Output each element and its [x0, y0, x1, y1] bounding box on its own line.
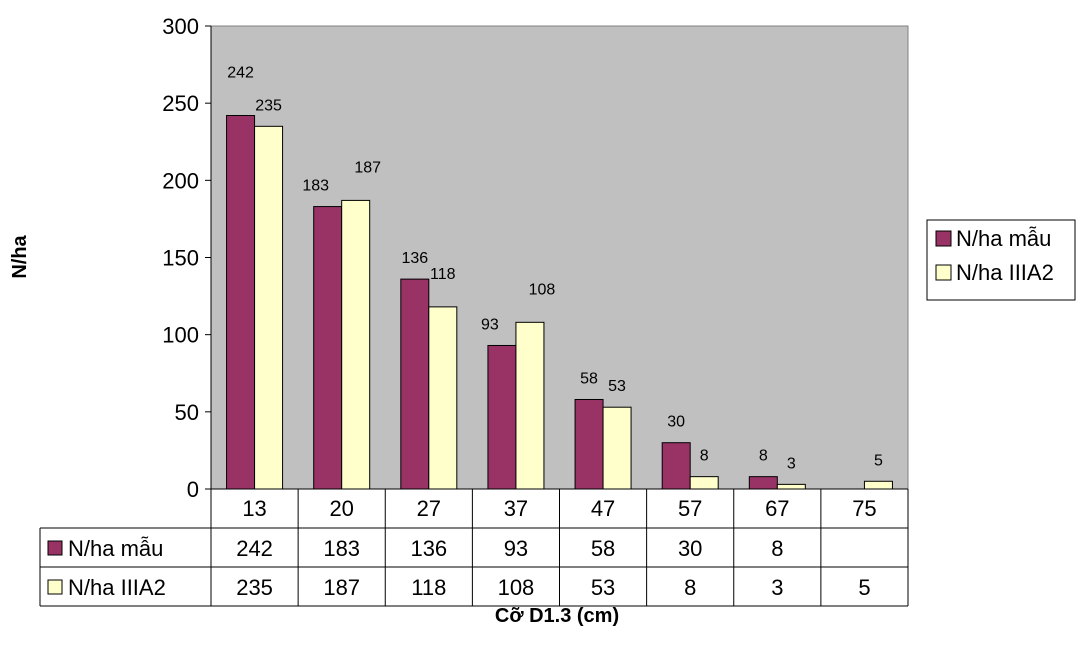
legend-box: [926, 219, 1076, 301]
table-cell: 93: [504, 536, 528, 561]
bar[interactable]: [863, 480, 893, 490]
data-label: 8: [700, 448, 709, 465]
data-label: 3: [787, 455, 796, 472]
table-cell: 30: [678, 536, 702, 561]
data-label: 242: [227, 65, 254, 82]
y-tick-label: 100: [162, 323, 199, 348]
bar[interactable]: [341, 199, 371, 490]
bar[interactable]: [602, 406, 632, 490]
x-tick-label: 27: [417, 496, 441, 521]
data-label: 108: [529, 281, 556, 298]
bar[interactable]: [226, 115, 256, 490]
data-label: 183: [302, 178, 329, 195]
table-series-key: [47, 540, 63, 556]
data-table: 13 20 27 37 47 57 67 75N/ha mẫu 242 183 136 93 58 30 8…: [39, 488, 909, 607]
y-tick-label: 150: [162, 246, 199, 271]
y-tick-label: 200: [162, 168, 199, 193]
table-series-name: N/ha IIIA2: [68, 575, 166, 600]
table-cell: 187: [323, 575, 360, 600]
y-tick-label: 0: [187, 477, 199, 502]
table-cell: 183: [323, 536, 360, 561]
data-label: 136: [401, 250, 428, 267]
bars: [226, 115, 893, 490]
bar[interactable]: [400, 278, 430, 490]
legend-label: N/ha IIIA2: [956, 260, 1054, 285]
x-axis-title: Cỡ D1.3 (cm): [495, 605, 619, 627]
table-series-key: [47, 579, 63, 595]
x-tick-label: 13: [242, 496, 266, 521]
bar[interactable]: [661, 442, 691, 490]
bar[interactable]: [748, 476, 778, 490]
table-cell: 8: [771, 536, 783, 561]
bar[interactable]: [487, 344, 517, 490]
data-label: 118: [430, 266, 456, 283]
x-tick-label: 57: [678, 496, 702, 521]
table-cell: 235: [236, 575, 273, 600]
data-label: 235: [255, 97, 282, 114]
data-label: 5: [874, 452, 883, 469]
y-axis: 0 50 100 150 200 250 300: [162, 14, 212, 502]
legend-swatch: [935, 264, 952, 281]
table-cell: 118: [411, 575, 446, 600]
data-label: 58: [580, 370, 598, 387]
legend-label: N/ha mẫu: [956, 226, 1051, 251]
table-cell: 58: [591, 536, 615, 561]
table-cell: 136: [410, 536, 447, 561]
bar[interactable]: [515, 321, 545, 490]
table-series-name: N/ha mẫu: [68, 536, 163, 561]
data-label: 187: [354, 159, 381, 176]
data-label: 8: [759, 448, 768, 465]
table-cell: 242: [236, 536, 273, 561]
data-label: 30: [667, 414, 685, 431]
y-axis-title: N/ha: [9, 234, 31, 278]
y-tick-label: 300: [162, 14, 199, 39]
bar[interactable]: [689, 476, 719, 490]
table-cell: 3: [771, 575, 783, 600]
bar[interactable]: [428, 306, 458, 490]
x-tick-label: 37: [504, 496, 528, 521]
table-cell: 108: [498, 575, 535, 600]
bar[interactable]: [776, 483, 806, 490]
y-tick-label: 50: [175, 400, 199, 425]
x-tick-label: 47: [591, 496, 615, 521]
bar[interactable]: [313, 206, 343, 490]
data-label: 53: [608, 378, 626, 395]
table-cell: 53: [591, 575, 615, 600]
legend: N/ha mẫu N/ha IIIA2: [926, 219, 1076, 301]
x-tick-label: 67: [765, 496, 789, 521]
table-cell: 5: [858, 575, 870, 600]
bar[interactable]: [254, 125, 284, 490]
data-label: 93: [481, 316, 499, 333]
x-tick-label: 75: [852, 496, 876, 521]
legend-swatch: [935, 230, 952, 247]
y-tick-label: 250: [162, 91, 199, 116]
bar[interactable]: [574, 398, 604, 490]
table-cell: 8: [684, 575, 696, 600]
x-tick-label: 20: [329, 496, 353, 521]
